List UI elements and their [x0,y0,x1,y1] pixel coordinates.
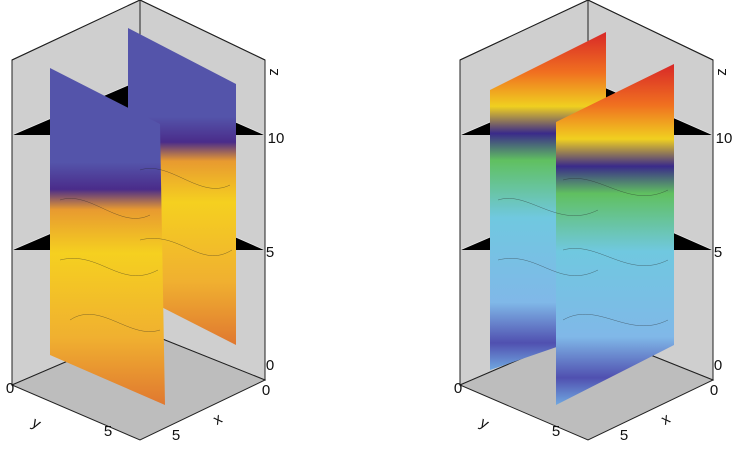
slice [556,64,674,405]
y-axis-text: y [477,414,492,433]
z-axis-text: z [265,68,282,76]
y-axis-text: 5 [552,423,560,440]
panel-left [12,0,265,440]
x-axis-text: 5 [172,427,180,444]
slice [50,68,165,405]
z-axis-text: 10 [716,130,733,147]
y-axis-text: 0 [6,380,14,397]
x-axis-text: 0 [710,382,718,399]
z-axis-text: 0 [266,357,274,374]
z-axis-text: 10 [268,130,285,147]
x-axis-text: x [658,410,673,429]
y-axis-text: 5 [104,423,112,440]
z-axis-text: 5 [714,244,722,261]
z-axis-text: 0 [714,357,722,374]
panel-right [460,0,713,440]
y-axis-text: y [29,414,44,433]
x-axis-text: 0 [262,382,270,399]
x-axis-text: 5 [620,427,628,444]
figure: z0510x05y05z0510x05y05 [0,0,736,450]
z-axis-text: z [713,68,730,76]
z-axis-text: 5 [266,244,274,261]
y-axis-text: 0 [454,380,462,397]
x-axis-text: x [210,410,225,429]
